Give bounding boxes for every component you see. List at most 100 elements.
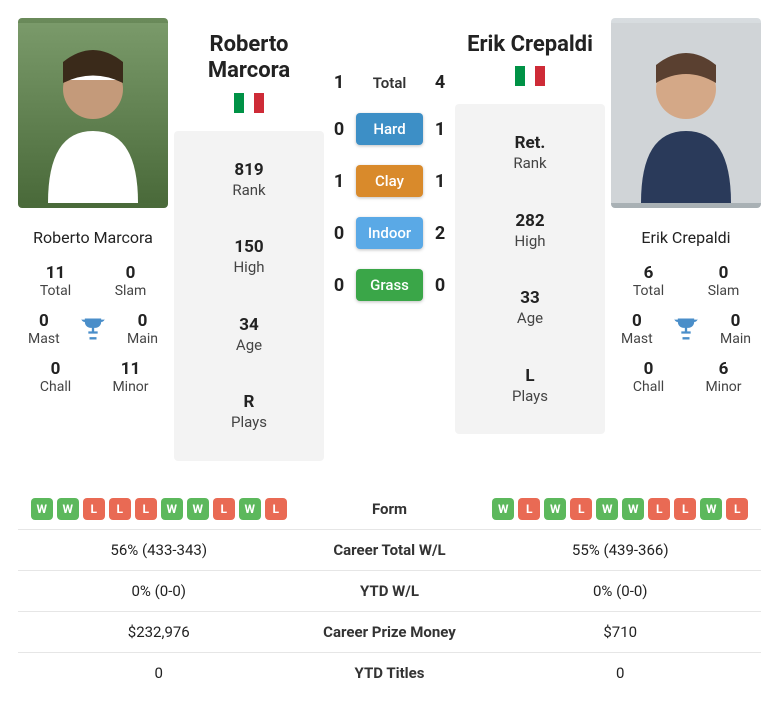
h2h-indoor-p1: 0	[330, 223, 348, 244]
p1-minor-l: Minor	[93, 379, 168, 395]
surface-grass-pill[interactable]: Grass	[356, 269, 423, 301]
p2-main-v: 0	[720, 311, 751, 331]
player1-name-small: Roberto Marcora	[18, 212, 168, 257]
comparison-table: WWLLLWWLWL Form WLWLWWLLWL 56% (433-343)…	[18, 489, 761, 694]
p1-age-v: 34	[174, 315, 324, 336]
p2-ytd-titles: 0	[480, 664, 762, 682]
loss-badge: L	[109, 498, 131, 520]
loss-badge: L	[265, 498, 287, 520]
p2-mast-l: Mast	[621, 331, 653, 347]
p1-mast-v: 0	[28, 311, 60, 331]
p1-main-l: Main	[127, 331, 158, 347]
h2h-total-p1: 1	[330, 72, 348, 93]
win-badge: W	[544, 498, 566, 520]
p2-chall-l: Chall	[611, 379, 686, 395]
p2-plays-l: Plays	[455, 387, 605, 406]
p2-high-l: High	[455, 232, 605, 251]
p2-total-v: 6	[611, 263, 686, 283]
p2-plays-v: L	[455, 366, 605, 387]
win-badge: W	[596, 498, 618, 520]
win-badge: W	[187, 498, 209, 520]
p2-slam-l: Slam	[686, 283, 761, 299]
player1-rank-card: 819Rank 150High 34Age RPlays	[174, 131, 324, 461]
loss-badge: L	[135, 498, 157, 520]
player1-form: WWLLLWWLWL	[18, 490, 300, 528]
player1-summary-card: Roberto Marcora 11Total 0Slam 0Mast 0Mai…	[18, 208, 168, 401]
career-wl-label: Career Total W/L	[300, 541, 480, 559]
ytd-wl-label: YTD W/L	[300, 582, 480, 600]
h2h-hard-p2: 1	[431, 119, 449, 140]
ytd-titles-label: YTD Titles	[300, 664, 480, 682]
h2h-surface-column: 1 Total 4 0 Hard 1 1 Clay 1 0 Indoor 2 0	[330, 18, 449, 461]
loss-badge: L	[674, 498, 696, 520]
p1-chall-v: 0	[18, 359, 93, 379]
trophy-icon	[79, 315, 107, 343]
p2-career-wl: 55% (439-366)	[480, 541, 762, 559]
p1-minor-v: 11	[93, 359, 168, 379]
p2-rank-l: Rank	[455, 154, 605, 173]
p1-total-v: 11	[18, 263, 93, 283]
player1-name[interactable]: Roberto Marcora	[174, 32, 324, 85]
p1-slam-v: 0	[93, 263, 168, 283]
p1-plays-l: Plays	[174, 413, 324, 432]
prize-label: Career Prize Money	[300, 623, 480, 641]
trophy-icon	[672, 315, 700, 343]
player2-name-small: Erik Crepaldi	[611, 212, 761, 257]
p1-rank-l: Rank	[174, 181, 324, 200]
h2h-indoor-p2: 2	[431, 223, 449, 244]
player1-photo	[18, 18, 168, 208]
p2-high-v: 282	[455, 211, 605, 232]
p2-age-l: Age	[455, 309, 605, 328]
p1-chall-l: Chall	[18, 379, 93, 395]
loss-badge: L	[570, 498, 592, 520]
italy-flag-icon	[515, 66, 545, 86]
p2-minor-v: 6	[686, 359, 761, 379]
surface-indoor-pill[interactable]: Indoor	[356, 217, 423, 249]
h2h-total-p2: 4	[431, 72, 449, 93]
p1-mast-l: Mast	[28, 331, 60, 347]
surface-hard-pill[interactable]: Hard	[356, 113, 423, 145]
p1-main-v: 0	[127, 311, 158, 331]
player2-name[interactable]: Erik Crepaldi	[455, 32, 605, 58]
player2-rank-card: Ret.Rank 282High 33Age LPlays	[455, 104, 605, 434]
win-badge: W	[239, 498, 261, 520]
p1-ytd-wl: 0% (0-0)	[18, 582, 300, 600]
p2-chall-v: 0	[611, 359, 686, 379]
italy-flag-icon	[234, 93, 264, 113]
form-label: Form	[300, 500, 480, 518]
h2h-clay-p2: 1	[431, 171, 449, 192]
player2-form: WLWLWWLLWL	[480, 490, 762, 528]
p2-main-l: Main	[720, 331, 751, 347]
h2h-total-label: Total	[348, 74, 431, 92]
h2h-hard-p1: 0	[330, 119, 348, 140]
p2-slam-v: 0	[686, 263, 761, 283]
win-badge: W	[31, 498, 53, 520]
p2-minor-l: Minor	[686, 379, 761, 395]
p1-high-l: High	[174, 258, 324, 277]
win-badge: W	[57, 498, 79, 520]
player-silhouette-icon	[18, 18, 168, 208]
loss-badge: L	[648, 498, 670, 520]
p1-plays-v: R	[174, 392, 324, 413]
h2h-grass-p2: 0	[431, 275, 449, 296]
surface-clay-pill[interactable]: Clay	[356, 165, 423, 197]
p2-prize: $710	[480, 623, 762, 641]
loss-badge: L	[83, 498, 105, 520]
win-badge: W	[161, 498, 183, 520]
p1-prize: $232,976	[18, 623, 300, 641]
player2-summary-card: Erik Crepaldi 6Total 0Slam 0Mast 0Main 0…	[611, 208, 761, 401]
p1-ytd-titles: 0	[18, 664, 300, 682]
loss-badge: L	[726, 498, 748, 520]
player-silhouette-icon	[611, 18, 761, 208]
p2-rank-v: Ret.	[455, 133, 605, 154]
p1-rank-v: 819	[174, 160, 324, 181]
loss-badge: L	[213, 498, 235, 520]
player2-photo	[611, 18, 761, 208]
p2-total-l: Total	[611, 283, 686, 299]
p2-age-v: 33	[455, 288, 605, 309]
p1-age-l: Age	[174, 336, 324, 355]
h2h-clay-p1: 1	[330, 171, 348, 192]
p2-mast-v: 0	[621, 311, 653, 331]
p1-total-l: Total	[18, 283, 93, 299]
p1-slam-l: Slam	[93, 283, 168, 299]
